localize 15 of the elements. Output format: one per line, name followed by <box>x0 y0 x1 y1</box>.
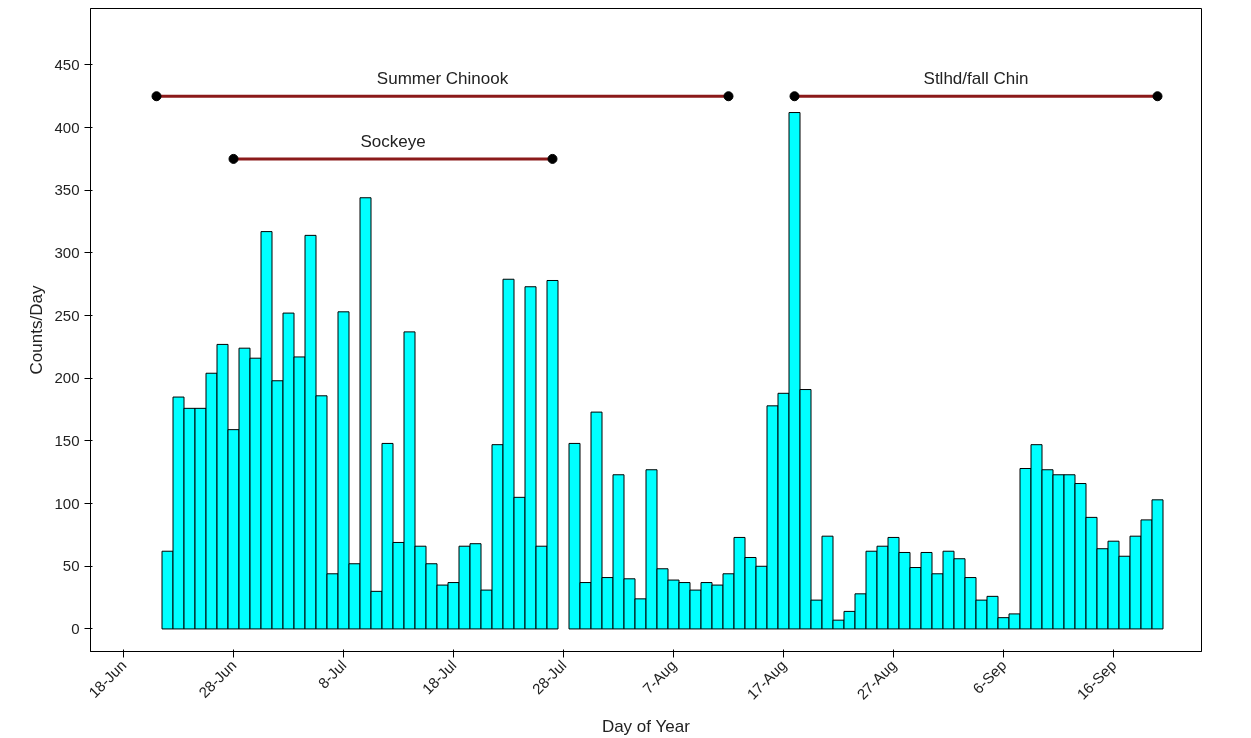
y-axis-title: Counts/Day <box>27 285 47 375</box>
y-tick-label: 250 <box>54 306 80 324</box>
y-tick-label: 450 <box>54 55 80 73</box>
y-tick-label: 200 <box>54 369 80 387</box>
y-tick-label: 0 <box>71 619 80 637</box>
series-label: Sockeye <box>360 131 426 151</box>
y-tick-label: 300 <box>54 243 80 261</box>
x-axis-title: Day of Year <box>601 716 691 736</box>
y-tick-label: 100 <box>54 494 80 512</box>
y-tick-label: 400 <box>54 118 80 136</box>
series-label: Summer Chinook <box>376 69 509 89</box>
y-tick-label: 50 <box>62 557 80 575</box>
y-tick-label: 350 <box>54 181 80 199</box>
y-tick-label: 150 <box>54 431 80 449</box>
series-label: Stlhd/fall Chin <box>923 69 1029 89</box>
